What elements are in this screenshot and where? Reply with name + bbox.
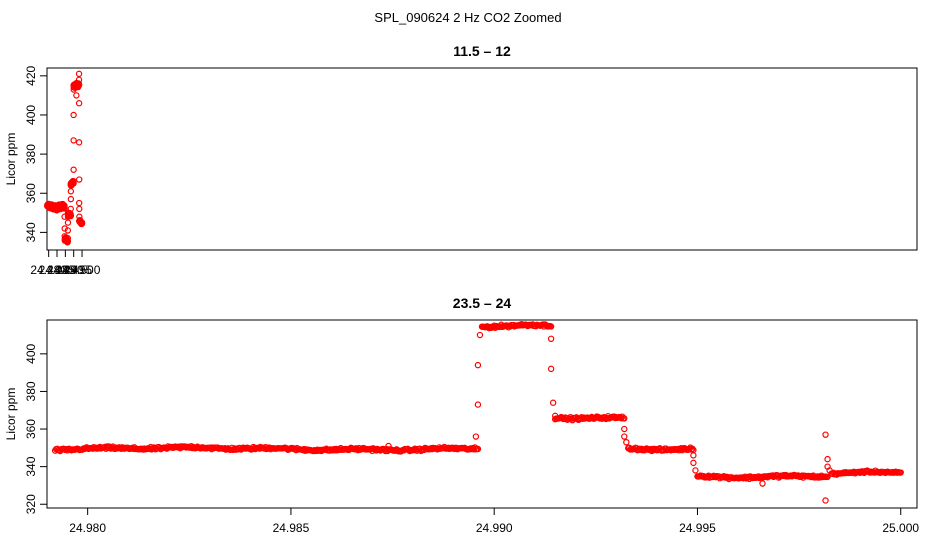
data-point — [75, 100, 83, 107]
x-tick-label: 24.500 — [64, 263, 101, 277]
x-tick-label: 24.995 — [679, 521, 716, 535]
data-point — [822, 497, 829, 504]
plot-frame — [46, 319, 918, 509]
x-tick-label: 25.000 — [882, 521, 919, 535]
data-point — [73, 92, 80, 99]
x-tick-label: 24.980 — [69, 521, 106, 535]
data-point — [476, 331, 484, 339]
data-point — [822, 431, 829, 438]
data-point — [474, 401, 482, 408]
data-point — [621, 433, 628, 440]
x-tick-label: 24.495 — [55, 263, 92, 277]
data-point — [690, 459, 697, 467]
data-point — [70, 86, 77, 93]
y-tick-label: 360 — [24, 419, 38, 439]
data-point — [75, 199, 83, 207]
data-point — [759, 480, 766, 487]
x-tick-label: 24.490 — [47, 263, 84, 277]
data-point — [474, 361, 482, 369]
data-point — [64, 213, 72, 220]
y-tick-label: 360 — [24, 183, 38, 203]
data-point — [824, 455, 831, 463]
data-series — [44, 70, 86, 246]
data-point — [67, 205, 74, 213]
data-point — [64, 235, 72, 242]
data-point — [549, 399, 557, 406]
y-tick-label: 420 — [24, 65, 38, 85]
data-point — [547, 365, 555, 373]
data-point — [474, 445, 482, 453]
data-point — [78, 219, 86, 226]
y-tick-label: 380 — [24, 144, 38, 164]
y-axis-label: Licor ppm — [4, 388, 18, 441]
data-point — [75, 76, 83, 83]
data-point — [70, 137, 77, 144]
data-point — [824, 473, 831, 481]
data-point — [61, 213, 68, 220]
y-tick-label: 400 — [24, 105, 38, 125]
panel-title: 11.5 – 12 — [453, 43, 511, 59]
data-point — [689, 445, 696, 453]
data-point — [76, 205, 83, 213]
data-point — [67, 195, 75, 203]
data-point — [623, 439, 630, 446]
y-tick-label: 400 — [24, 344, 38, 364]
data-point — [690, 452, 697, 459]
panel-title: 23.5 – 24 — [453, 295, 512, 311]
data-point — [551, 412, 559, 420]
data-point — [64, 219, 72, 226]
data-point — [67, 182, 75, 189]
data-point — [70, 166, 77, 173]
x-tick-label: 24.985 — [273, 521, 310, 535]
data-point — [67, 188, 75, 195]
data-point — [625, 444, 632, 452]
y-tick-label: 340 — [24, 456, 38, 476]
data-point — [61, 204, 68, 211]
data-point — [621, 425, 628, 433]
data-point — [75, 176, 83, 183]
y-tick-label: 380 — [24, 381, 38, 401]
figure-title: SPL_090624 2 Hz CO2 Zoomed — [374, 10, 561, 25]
data-point — [547, 323, 555, 330]
data-point — [547, 335, 555, 342]
panel-top: 11.5 – 12 24.48024.48524.49024.49524.500… — [4, 43, 918, 277]
data-point — [75, 139, 83, 146]
data-point — [897, 469, 904, 476]
data-point — [692, 467, 699, 474]
data-point — [64, 227, 72, 234]
data-point — [64, 237, 71, 245]
data-series — [51, 320, 904, 504]
x-tick-label: 24.480 — [30, 263, 67, 277]
x-tick-label: 24.990 — [476, 521, 513, 535]
data-point — [385, 442, 392, 450]
y-axis-label: Licor ppm — [4, 133, 18, 186]
plot-frame — [46, 67, 918, 251]
data-point — [76, 213, 83, 220]
panel-bottom: 23.5 – 24 24.980 24.985 24.990 24.995 25.000… — [4, 295, 919, 535]
y-tick-label: 340 — [24, 222, 38, 242]
data-point — [472, 433, 480, 440]
data-point — [826, 467, 833, 474]
data-point — [621, 415, 628, 422]
data-point — [70, 111, 77, 119]
y-tick-label: 320 — [24, 494, 38, 514]
x-tick-label: 24.485 — [39, 263, 76, 277]
data-point — [75, 70, 83, 78]
